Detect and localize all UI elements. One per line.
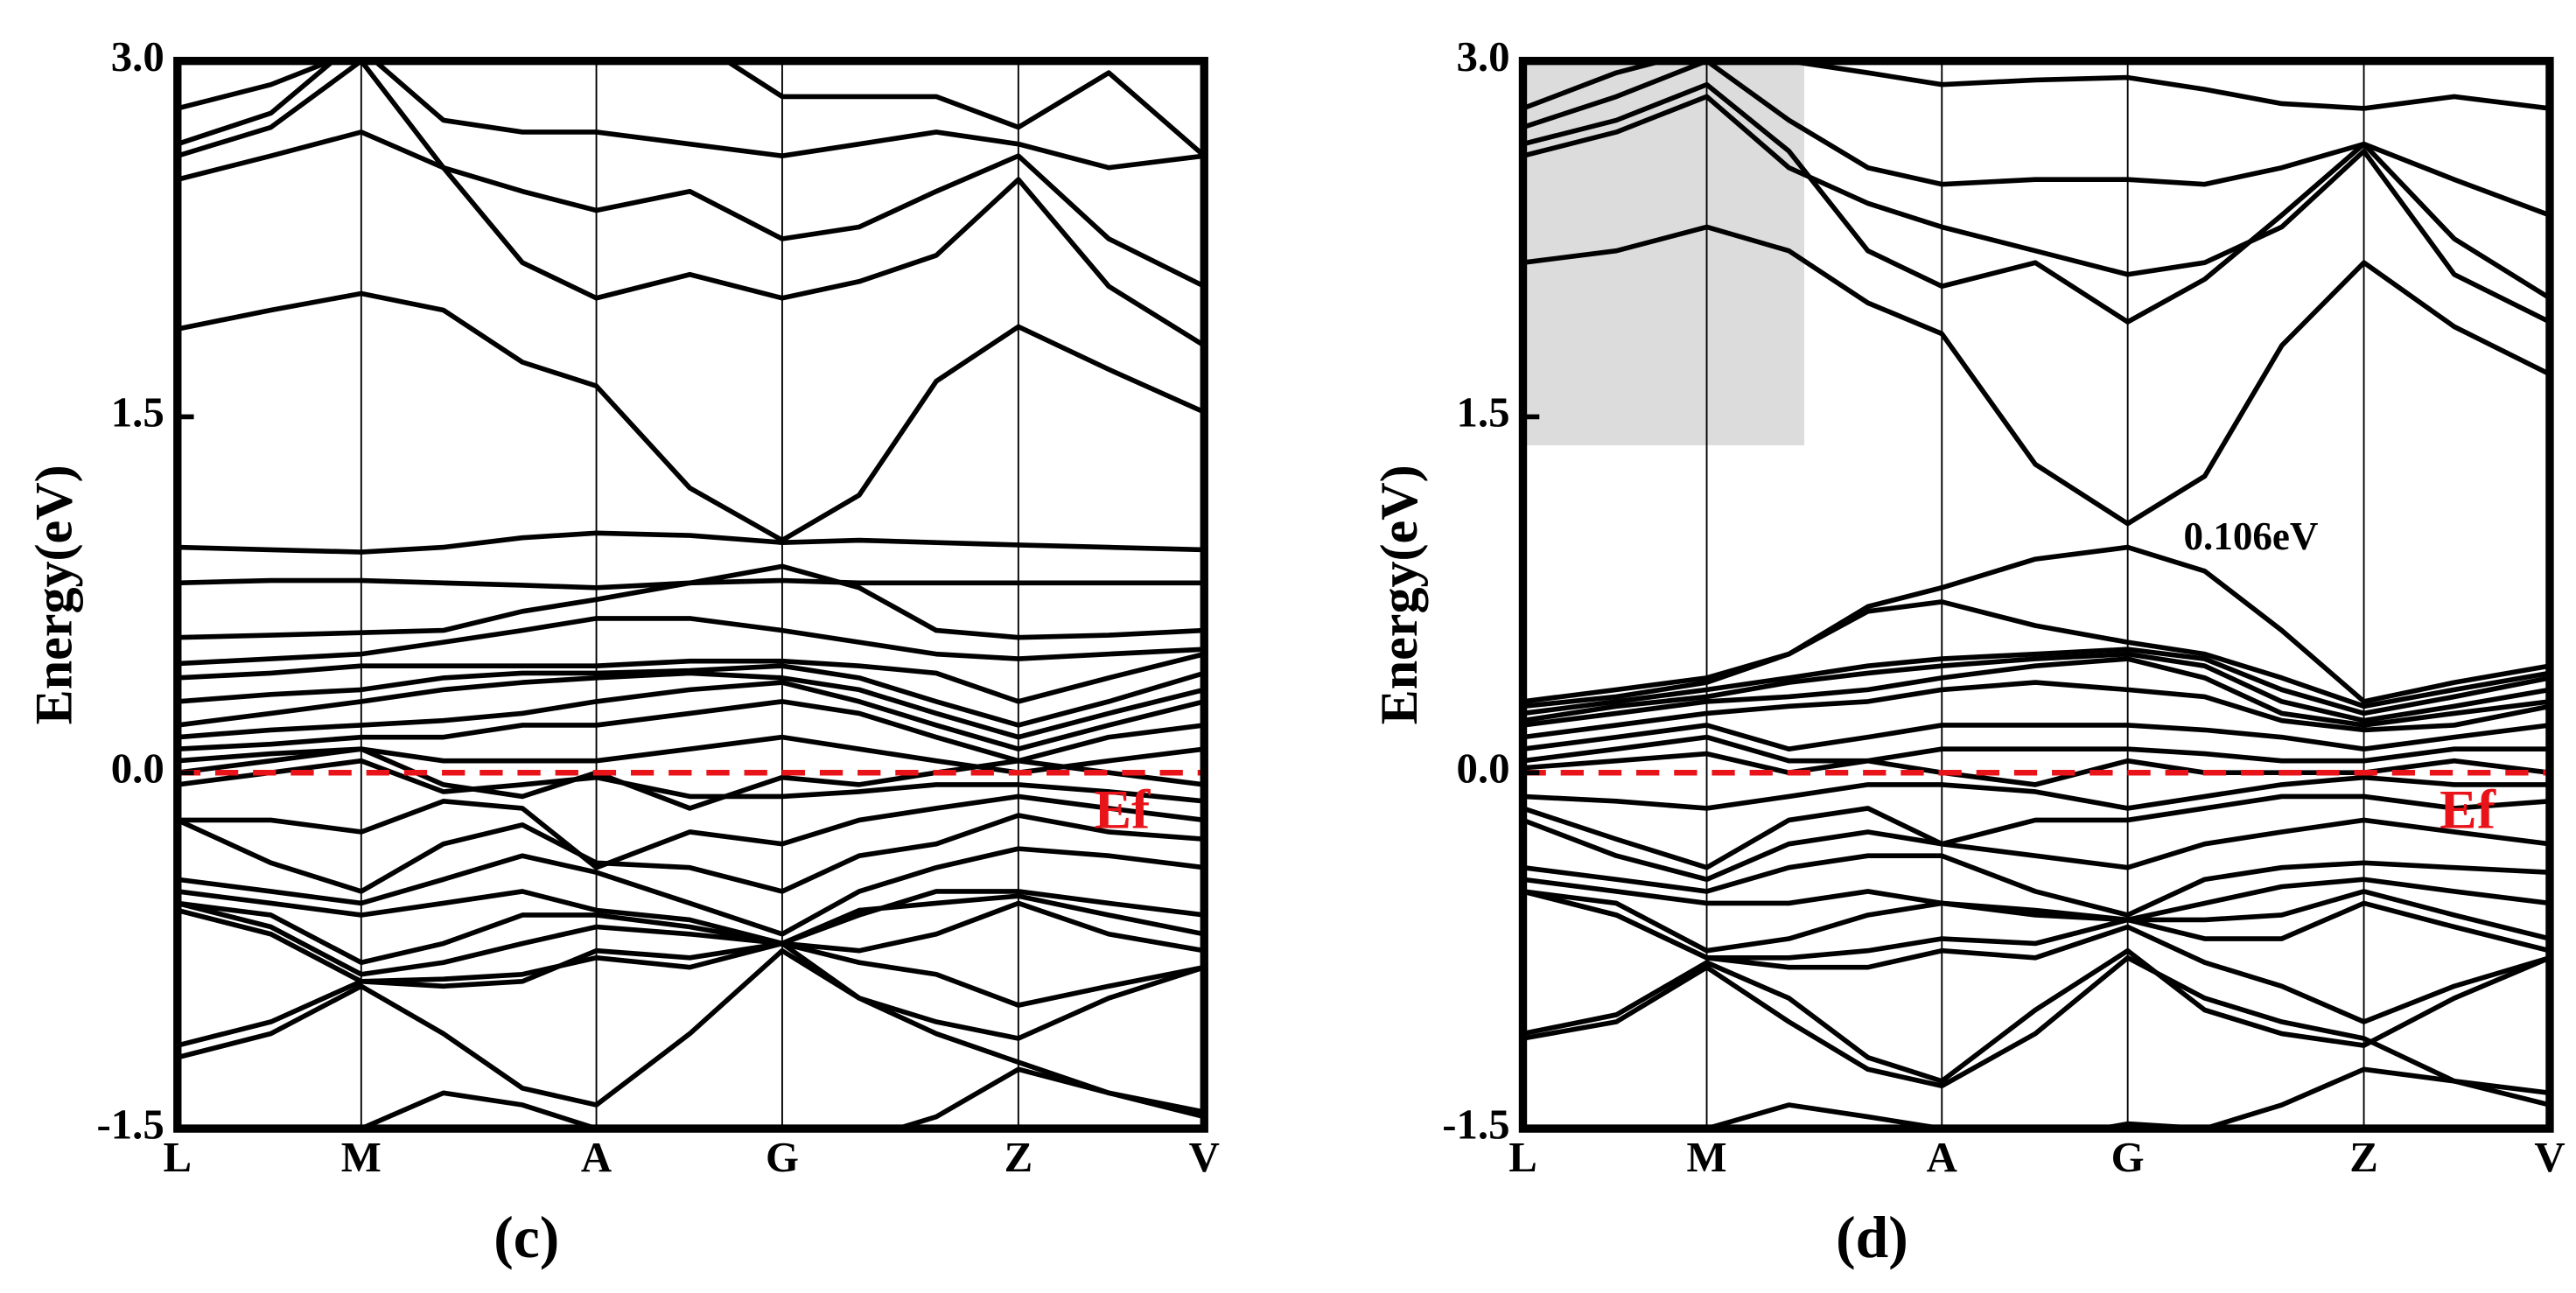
band: [177, 663, 1205, 728]
band: [1522, 224, 2550, 527]
band: [1522, 774, 2550, 811]
y-tick-label: 3.0: [111, 33, 164, 80]
x-tick-label: V: [2534, 1134, 2565, 1181]
band: [1522, 947, 2550, 1084]
band: [1522, 81, 2550, 325]
band: [1522, 599, 2550, 709]
x-tick-label: A: [581, 1134, 612, 1181]
plot-area: [177, 60, 1205, 1129]
band: [1522, 954, 2550, 1096]
band: [177, 290, 1205, 543]
x-tick-label: V: [1189, 1134, 1220, 1181]
band: [1522, 651, 2550, 723]
band: [1522, 723, 2550, 751]
x-tick-label: M: [341, 1134, 382, 1181]
band: [177, 670, 1205, 740]
y-axis-label: Energy(eV): [24, 465, 82, 724]
band: [1522, 60, 2550, 111]
band: [1522, 817, 2550, 883]
band: [1522, 94, 2550, 325]
band: [351, 1066, 1205, 1129]
x-tick-label: A: [1927, 1134, 1957, 1181]
frame: [1518, 56, 2554, 1133]
annotation: 0.106eV: [2184, 514, 2319, 558]
band: [177, 651, 1205, 704]
panel-label: (c): [494, 1205, 559, 1270]
frame: [173, 56, 1208, 1133]
band: [177, 60, 1205, 348]
band: [177, 947, 1205, 1115]
band: [1522, 680, 2550, 740]
band: [177, 60, 1205, 171]
panel-label: (d): [1836, 1205, 1908, 1270]
band: [177, 940, 1205, 1048]
band: [177, 758, 1205, 804]
plot-area: [1522, 60, 2550, 1129]
band: [1697, 1066, 2550, 1129]
band: [1522, 793, 2550, 870]
band: [177, 893, 1205, 966]
band: [177, 680, 1205, 751]
band: [1522, 877, 2550, 923]
band: [1522, 734, 2550, 764]
fermi-label: Ef: [2440, 779, 2496, 841]
band: [177, 813, 1205, 894]
band: [177, 60, 1205, 158]
band: [177, 616, 1205, 667]
y-tick-label: -1.5: [1442, 1101, 1509, 1148]
y-tick-label: 0.0: [1456, 744, 1509, 792]
band: [177, 846, 1205, 937]
band: [1522, 889, 2550, 954]
band: [177, 563, 1205, 640]
x-tick-label: G: [2111, 1134, 2145, 1181]
x-tick-label: Z: [1004, 1134, 1033, 1181]
y-tick-label: -1.5: [97, 1101, 164, 1148]
band: [177, 889, 1205, 947]
x-tick-label: Z: [2349, 1134, 2378, 1181]
band: [1522, 889, 2550, 1024]
y-tick-label: 3.0: [1456, 33, 1509, 80]
band: [1522, 656, 2550, 728]
band: [1522, 853, 2550, 918]
band: [177, 746, 1205, 811]
band: [1522, 544, 2550, 704]
band: [177, 530, 1205, 555]
y-tick-label: 1.5: [111, 389, 164, 437]
y-tick-label: 0.0: [111, 744, 164, 792]
shaded-region: [1522, 60, 1805, 445]
y-tick-label: 1.5: [1456, 389, 1509, 437]
x-tick-label: M: [1687, 1134, 1727, 1181]
band: [177, 900, 1205, 977]
band: [1522, 646, 2550, 716]
x-tick-label: L: [1508, 1134, 1537, 1181]
band: [177, 129, 1205, 289]
fermi-label: Ef: [1094, 779, 1151, 841]
band: [177, 793, 1205, 870]
x-tick-label: L: [163, 1134, 192, 1181]
x-tick-label: G: [766, 1134, 799, 1181]
y-axis-label: Energy(eV): [1369, 465, 1428, 724]
